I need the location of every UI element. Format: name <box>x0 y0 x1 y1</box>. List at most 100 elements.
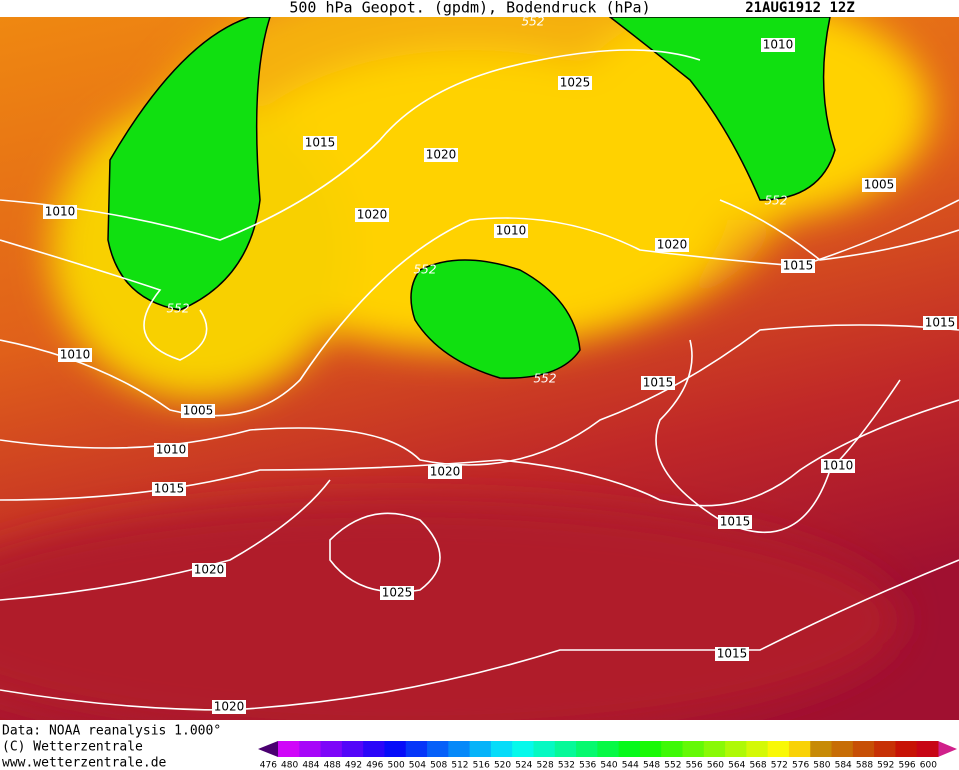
colorbar-label: 528 <box>537 761 554 770</box>
colorbar-segment <box>341 741 364 757</box>
colorbar-segment <box>831 741 854 757</box>
colorbar-segment <box>427 741 449 757</box>
contour-label-box <box>715 647 749 661</box>
map: 552 1010 1025 1015 1020 1020 1010 1010 1020 552 10… <box>0 15 959 720</box>
colorbar-segment <box>639 741 662 757</box>
footer-text: (C) Wetterzentrale <box>2 740 143 755</box>
colorbar-label: 524 <box>515 761 532 770</box>
footer-text: www.wetterzentrale.de <box>2 756 167 770</box>
colorbar-segment <box>469 741 492 757</box>
colorbar-label: 476 <box>260 761 277 770</box>
contour-label-box <box>58 348 92 362</box>
colorbar-segment <box>746 741 769 757</box>
colorbar: 476 480 484 488 492 496 500 504 508 512 516 520 524 5… <box>258 741 957 770</box>
contour-label-box <box>641 376 675 390</box>
footer-text: Data: NOAA reanalysis 1.000° <box>2 724 221 739</box>
colorbar-label: 500 <box>388 761 405 770</box>
contour-label: 1015 <box>643 376 674 390</box>
contour-label: 1020 <box>214 700 245 714</box>
colorbar-segment <box>299 741 322 757</box>
colorbar-arrow <box>938 741 957 757</box>
contour-label: 1020 <box>426 148 457 162</box>
colorbar-segment <box>916 741 939 757</box>
contour-label-box <box>154 443 188 457</box>
colorbar-label: 568 <box>749 761 766 770</box>
contour-label-box <box>152 482 186 496</box>
contour-label: 552 <box>414 263 437 277</box>
colorbar-label: 492 <box>345 761 362 770</box>
colorbar-label: 548 <box>643 761 660 770</box>
colorbar-segment <box>661 741 684 757</box>
contour-label-box <box>303 136 337 150</box>
colorbar-label: 564 <box>728 761 745 770</box>
contour-label-box <box>424 148 458 162</box>
contour-label: 1015 <box>720 515 751 529</box>
colorbar-label: 512 <box>451 761 468 770</box>
contour-label: 1025 <box>560 76 591 90</box>
contour-label-box <box>718 515 752 529</box>
colorbar-segment <box>448 741 471 757</box>
colorbar-segment <box>363 741 385 757</box>
contour-label: 1015 <box>783 259 814 273</box>
contour-label-box <box>43 205 77 219</box>
colorbar-label: 592 <box>877 761 894 770</box>
colorbar-label: 520 <box>494 761 511 770</box>
colorbar-segment <box>895 741 918 757</box>
colorbar-label: 488 <box>324 761 341 770</box>
colorbar-segment <box>810 741 833 757</box>
colorbar-segment <box>618 741 641 757</box>
colorbar-label: 584 <box>835 761 852 770</box>
colorbar-label: 588 <box>856 761 873 770</box>
contour-label-box <box>781 259 815 273</box>
colorbar-label: 516 <box>473 761 490 770</box>
colorbar-segment <box>320 741 343 757</box>
contour-label: 1010 <box>156 443 187 457</box>
contour-label-box <box>923 316 957 330</box>
contour-label: 1020 <box>194 563 225 577</box>
colorbar-segment <box>405 741 428 757</box>
contour-label-box <box>558 76 592 90</box>
contour-label: 1015 <box>154 482 185 496</box>
colorbar-segment <box>725 741 747 757</box>
colorbar-segment <box>767 741 790 757</box>
colorbar-label: 544 <box>622 761 639 770</box>
map-date: 21AUG1912 12Z <box>745 0 855 16</box>
colorbar-label: 600 <box>920 761 937 770</box>
contour-label: 1010 <box>763 38 794 52</box>
contour-label: 552 <box>534 372 557 386</box>
colorbar-label: 556 <box>686 761 703 770</box>
contour-label: 1010 <box>823 459 854 473</box>
colorbar-label: 580 <box>813 761 830 770</box>
colorbar-segment <box>533 741 556 757</box>
colorbar-segment <box>703 741 726 757</box>
contour-label: 1020 <box>357 208 388 222</box>
colorbar-segment <box>490 741 513 757</box>
colorbar-label: 504 <box>409 761 426 770</box>
contour-label-box <box>655 238 689 252</box>
colorbar-label: 480 <box>281 761 298 770</box>
contour-label: 552 <box>522 15 545 29</box>
colorbar-segment <box>554 741 577 757</box>
colorbar-segment <box>597 741 620 757</box>
contour-label: 1010 <box>45 205 76 219</box>
colorbar-label: 576 <box>792 761 809 770</box>
colorbar-segment <box>852 741 875 757</box>
colorbar-segment <box>512 741 534 757</box>
contour-label: 1015 <box>925 316 956 330</box>
colorbar-label: 552 <box>664 761 681 770</box>
contour-label: 552 <box>765 194 788 208</box>
colorbar-arrow <box>258 741 278 757</box>
colorbar-segment <box>384 741 407 757</box>
contour-label-box <box>428 465 462 479</box>
contour-label: 1010 <box>60 348 91 362</box>
colorbar-label: 496 <box>366 761 383 770</box>
colorbar-label: 560 <box>707 761 724 770</box>
contour-label: 1005 <box>864 178 895 192</box>
colorbar-label: 572 <box>771 761 788 770</box>
colorbar-label: 536 <box>579 761 596 770</box>
colorbar-segment <box>788 741 811 757</box>
colorbar-label: 532 <box>558 761 575 770</box>
contour-label-box <box>212 700 246 714</box>
contour-label-box <box>192 563 226 577</box>
